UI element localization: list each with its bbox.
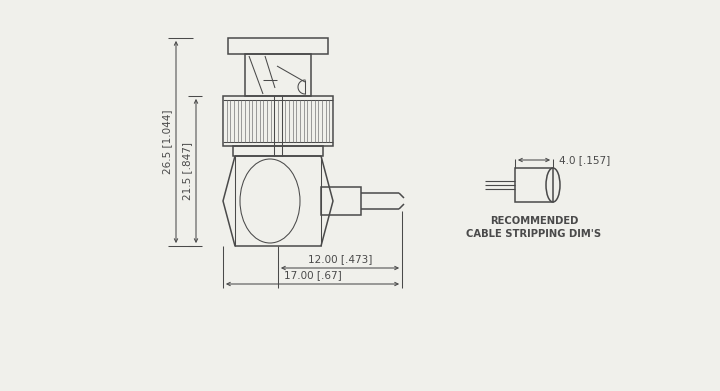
Text: 26.5 [1.044]: 26.5 [1.044] [162,110,172,174]
Text: CABLE STRIPPING DIM'S: CABLE STRIPPING DIM'S [467,229,602,239]
Bar [223,96,333,146]
Bar [321,187,361,215]
Text: RECOMMENDED: RECOMMENDED [490,216,578,226]
Bar [233,146,323,156]
Ellipse shape [546,168,560,202]
Text: 4.0 [.157]: 4.0 [.157] [559,155,611,165]
Text: 12.00 [.473]: 12.00 [.473] [308,254,372,264]
Bar [515,168,553,202]
Text: 21.5 [.847]: 21.5 [.847] [182,142,192,200]
Text: 17.00 [.67]: 17.00 [.67] [284,270,341,280]
Bar [245,54,311,96]
Bar [228,38,328,54]
